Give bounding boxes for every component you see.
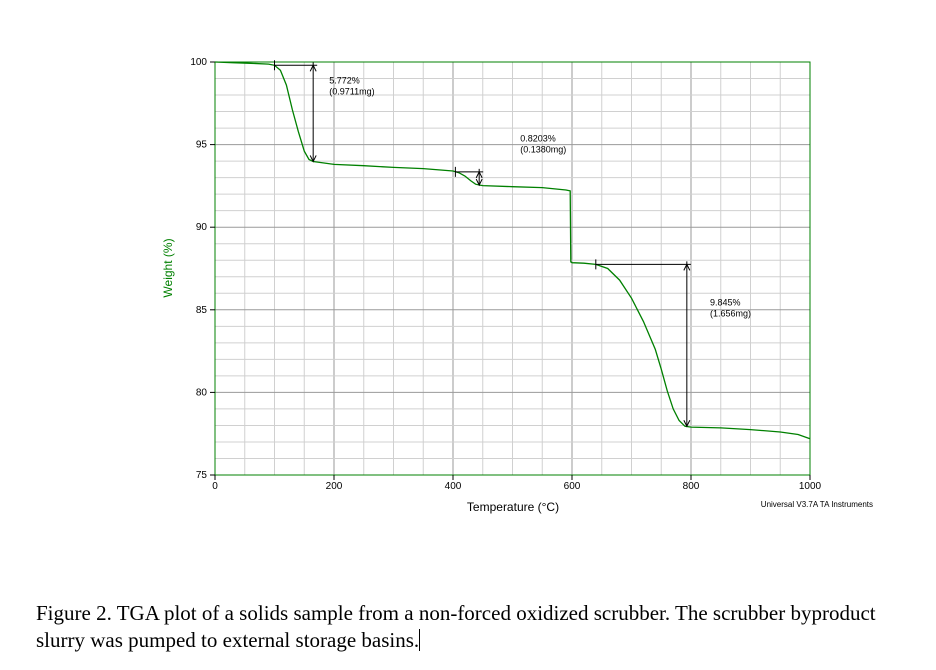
annotation-arrowhead-up	[309, 64, 317, 72]
x-tick-label: 400	[445, 481, 462, 492]
text-cursor	[419, 629, 421, 651]
plot-frame	[214, 61, 811, 476]
annotation-arrowhead-down	[683, 420, 691, 428]
x-tick-label: 1000	[799, 481, 822, 492]
annotation-arrowhead-down	[309, 155, 317, 163]
axis-tick-labels: 0 200 400 600 800 1000 75 80 85 90 95 100	[190, 57, 821, 492]
annotation-percent-label: 5.772%	[329, 75, 360, 85]
chart-grid	[214, 61, 811, 476]
y-tick-label: 95	[196, 140, 208, 151]
annotation-percent-label: 9.845%	[710, 298, 741, 308]
annotation-mass-label: (0.1380mg)	[520, 144, 566, 154]
caption-text: Figure 2. TGA plot of a solids sample fr…	[36, 601, 876, 652]
x-axis-title: Temperature (°C)	[467, 500, 559, 514]
data-series	[214, 61, 811, 440]
y-tick-label: 85	[196, 305, 208, 316]
y-axis-title: Weight (%)	[161, 238, 175, 297]
annotation-percent-label: 0.8203%	[520, 133, 556, 143]
annotation-mass-label: (1.656mg)	[710, 309, 751, 319]
annotation-arrowhead-up	[683, 263, 691, 271]
x-tick-label: 200	[326, 481, 343, 492]
y-tick-label: 100	[190, 57, 207, 68]
x-tick-label: 0	[212, 481, 218, 492]
step-annotations: 5.772%(0.9711mg) 0.8203%(0.1380mg) 9.845%(…	[274, 60, 751, 428]
weight-curve	[214, 61, 811, 440]
annotation-arrowhead-up	[475, 170, 483, 179]
y-tick-label: 90	[196, 222, 208, 233]
instrument-footer: Universal V3.7A TA Instruments	[761, 500, 873, 509]
annotation-arrowhead-down	[475, 178, 483, 187]
annotation-mass-label: (0.9711mg)	[329, 86, 374, 96]
chart-axes	[210, 61, 811, 480]
x-tick-label: 600	[564, 481, 581, 492]
y-tick-label: 75	[196, 470, 208, 481]
x-tick-label: 800	[683, 481, 700, 492]
figure-caption: Figure 2. TGA plot of a solids sample fr…	[36, 600, 926, 654]
y-tick-label: 80	[196, 387, 208, 398]
